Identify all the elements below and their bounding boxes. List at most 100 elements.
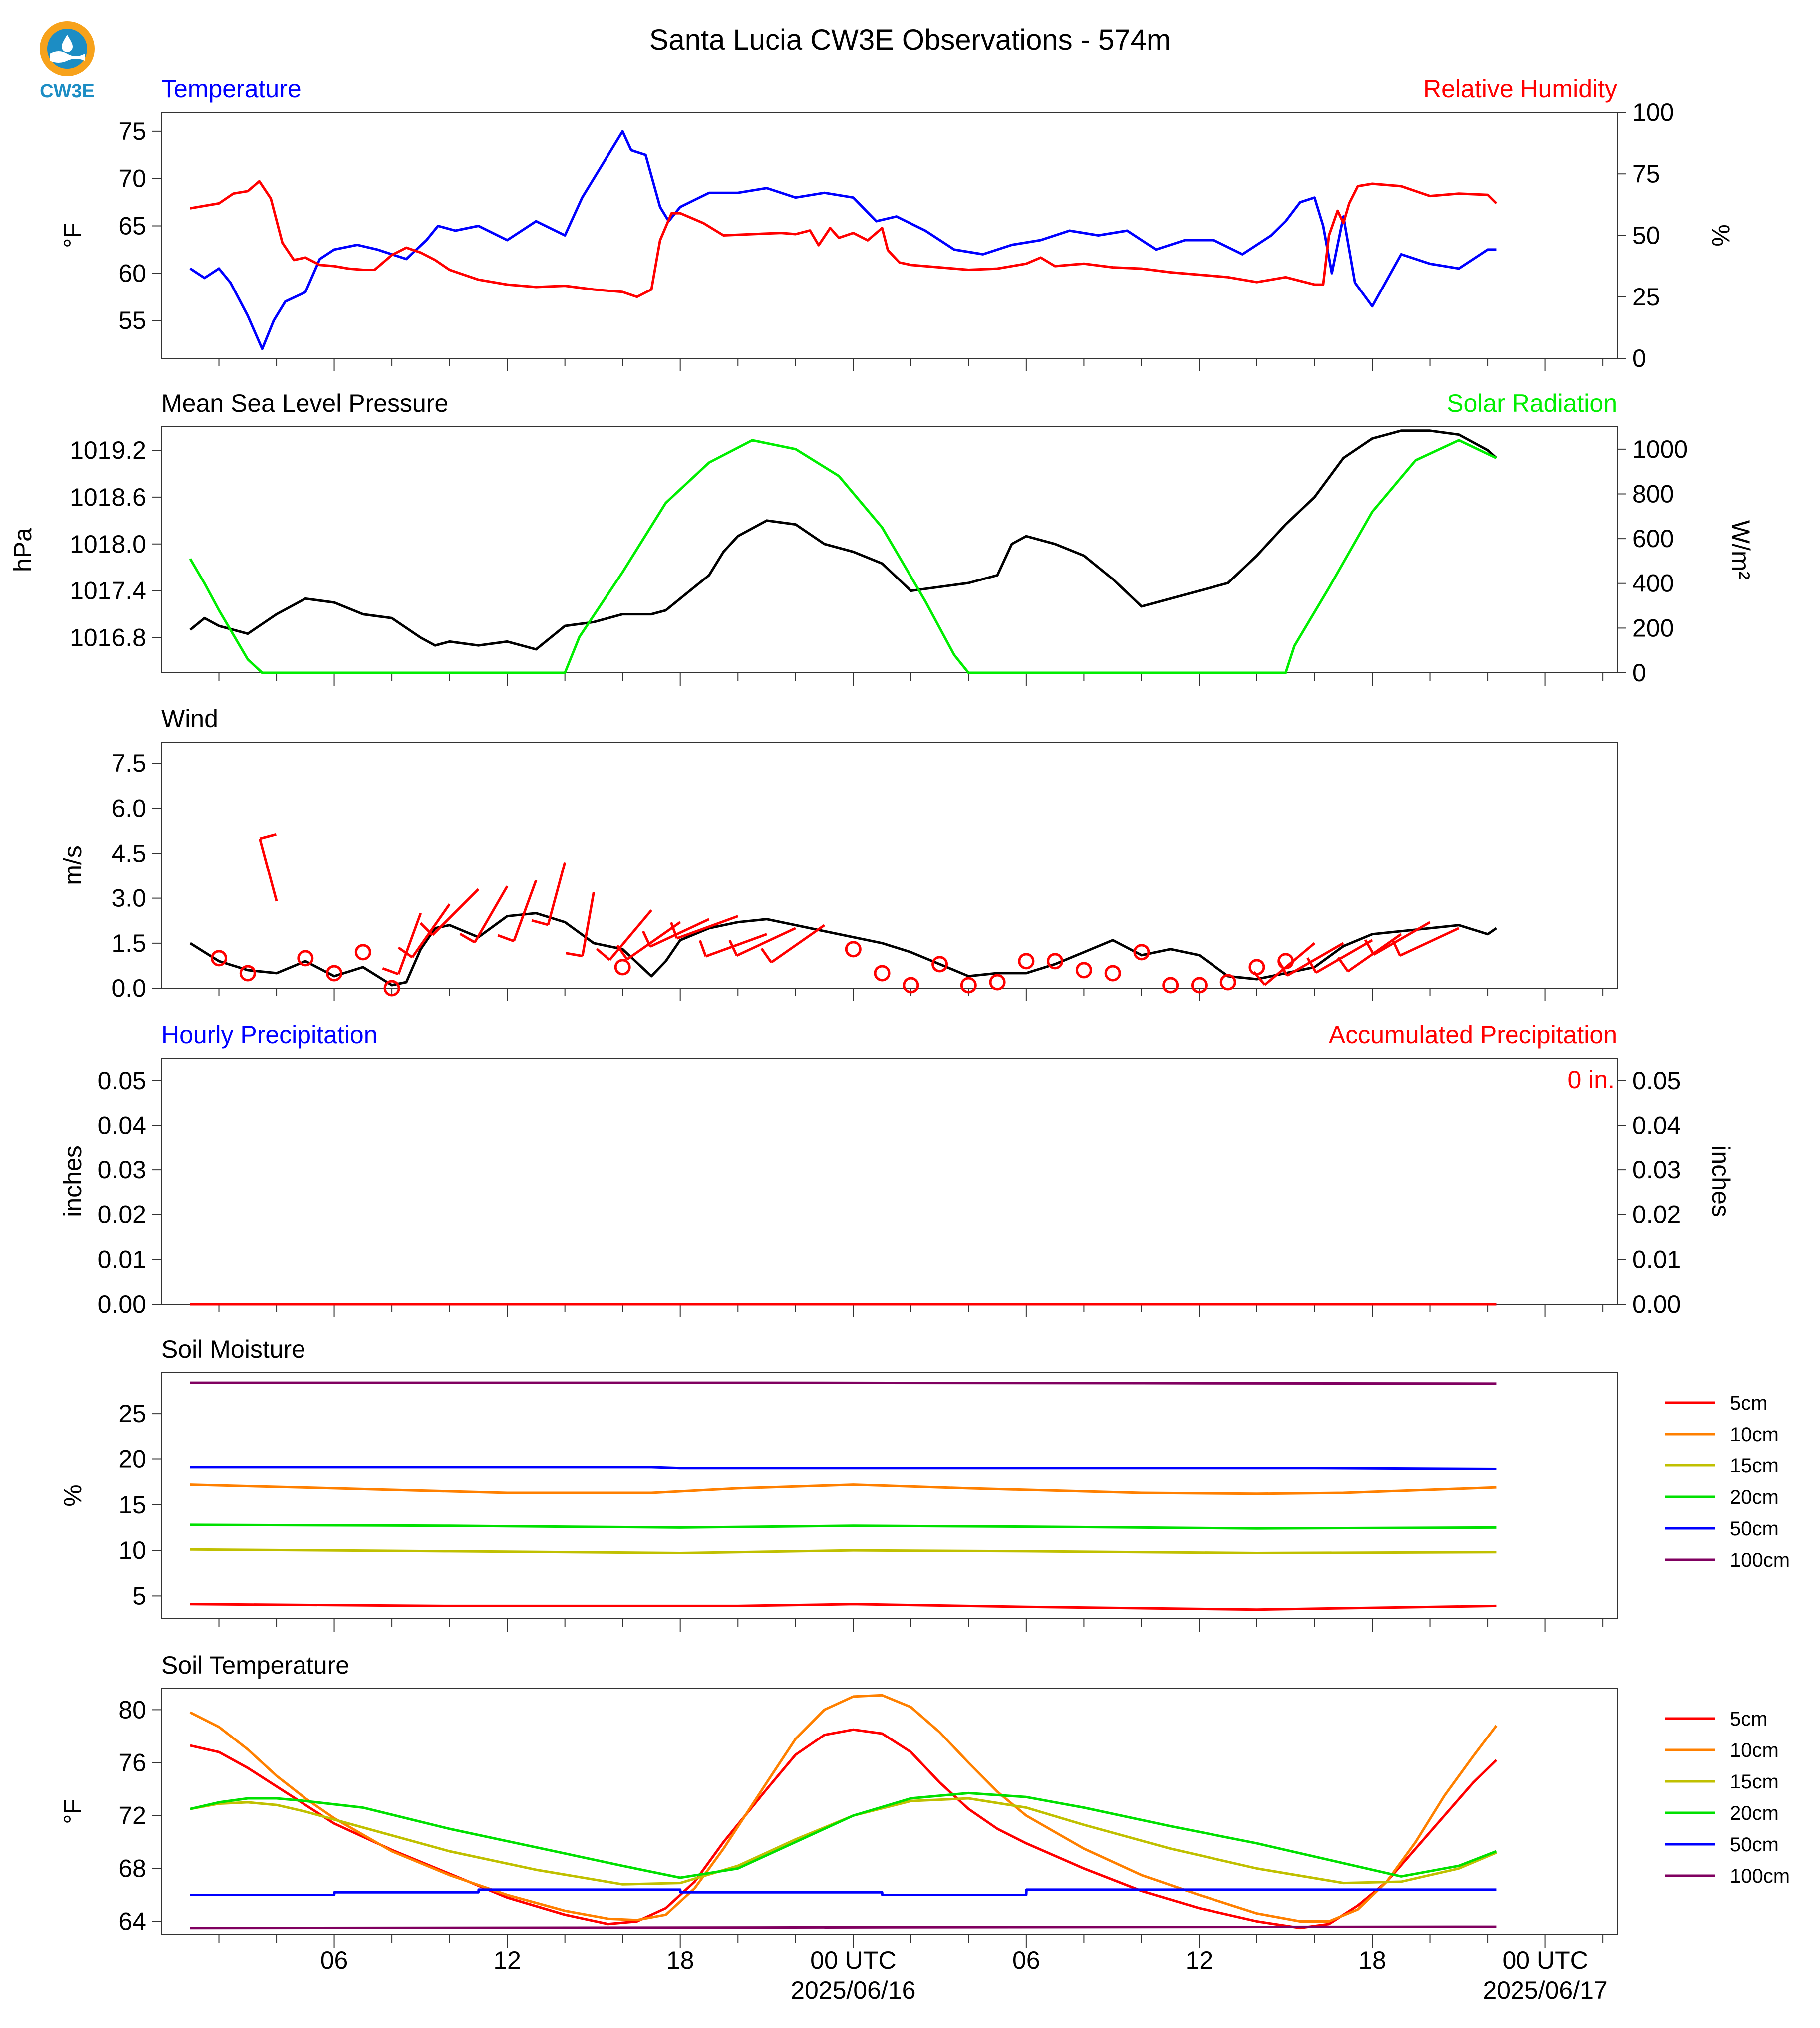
panel-soil-temperature: Soil Temperature 64 68 72 76 80 °F 5cm 10cm 15cm 2… xyxy=(59,1651,1790,1948)
y-tick-label: 75 xyxy=(118,117,146,145)
wind-barb-flag xyxy=(642,930,651,947)
y-axis-label: °F xyxy=(59,1799,87,1824)
y-tick-label: 70 xyxy=(118,165,146,193)
calm-wind-marker xyxy=(874,965,891,982)
wind-barb-flag xyxy=(698,940,707,957)
calm-wind-marker xyxy=(845,941,862,958)
y-tick-label: 76 xyxy=(118,1748,146,1776)
calm-wind-marker xyxy=(1133,944,1150,961)
y-tick-label: 25 xyxy=(118,1400,146,1428)
x-tick-label: 06 xyxy=(320,1946,348,1974)
y-tick-label-right: 0.03 xyxy=(1632,1156,1681,1184)
y-axis-label: inches xyxy=(59,1145,87,1217)
y-axis-label: hPa xyxy=(9,528,37,572)
calm-wind-marker xyxy=(1248,959,1265,976)
y-tick-label: 1017.4 xyxy=(70,577,146,605)
y-tick-label-right: 200 xyxy=(1632,614,1674,642)
y-axis-label: m/s xyxy=(59,845,87,885)
x-date-label: 2025/06/16 xyxy=(791,1976,915,2004)
wind-barb-staff xyxy=(608,909,652,961)
wind-barb-flag xyxy=(1277,960,1288,977)
calm-wind-marker xyxy=(383,980,400,997)
y-tick-label: 65 xyxy=(118,212,146,240)
y-tick-label-right: 0.00 xyxy=(1632,1290,1681,1318)
panel-precipitation: Hourly Precipitation Accumulated Precipit… xyxy=(59,1021,1735,1318)
series-line-10cm xyxy=(190,1483,1497,1495)
y-tick-label-right: 0.01 xyxy=(1632,1245,1681,1273)
calm-wind-marker xyxy=(960,977,977,994)
logo-wave xyxy=(50,51,85,63)
plot-frame xyxy=(161,112,1618,359)
y-axis-label: % xyxy=(59,1484,87,1506)
y-axis-label-right: inches xyxy=(1707,1145,1735,1217)
series-line-mean-sea-level-pressure xyxy=(189,429,1498,651)
wind-barb-staff xyxy=(473,885,509,943)
calm-wind-marker xyxy=(1162,977,1179,994)
wind-barb-flag xyxy=(531,919,549,926)
y-tick-label: 0.05 xyxy=(98,1067,146,1095)
wind-barbs xyxy=(211,833,1460,997)
wind-barb-staff xyxy=(705,933,767,958)
wind-barb-staff xyxy=(649,918,710,948)
series-line-solar-radiation xyxy=(189,439,1497,674)
y-tick-label: 0.03 xyxy=(98,1156,146,1184)
panel-wind: Wind 0.0 1.5 3.0 4.5 6.0 7.5 m/s xyxy=(59,705,1618,1002)
wind-barb-staff xyxy=(513,879,538,942)
wind-barb-staff xyxy=(431,888,480,936)
legend-label-10cm: 10cm xyxy=(1730,1739,1779,1761)
wind-barb-flag xyxy=(1306,957,1317,974)
y-tick-label: 1016.8 xyxy=(70,624,146,652)
panel-pressure-solar: Mean Sea Level Pressure Solar Radiation 10… xyxy=(9,389,1755,687)
panel-title-left: Hourly Precipitation xyxy=(161,1021,378,1049)
accumulated-precip-label: 0 in. xyxy=(1567,1066,1615,1094)
y-tick-label: 60 xyxy=(118,259,146,287)
plot-frame xyxy=(161,1688,1618,1935)
legend-label-15cm: 15cm xyxy=(1730,1771,1779,1793)
legend-label-20cm: 20cm xyxy=(1730,1802,1779,1824)
panel-title-left: Mean Sea Level Pressure xyxy=(161,389,448,417)
panel-title-left: Soil Temperature xyxy=(161,1651,349,1679)
series-line-temperature xyxy=(189,130,1497,350)
y-tick-label-right: 800 xyxy=(1632,480,1674,508)
panel-temperature-humidity: Temperature Relative Humidity 55 60 65 70 75 °F… xyxy=(59,75,1735,372)
x-tick-label: 18 xyxy=(666,1946,694,1974)
series-line-5cm xyxy=(190,1728,1498,1930)
wind-barb-staff xyxy=(411,903,451,958)
wind-barb-staff xyxy=(1286,942,1344,977)
wind-barb-staff xyxy=(626,921,681,961)
wind-barb-flag xyxy=(596,948,611,961)
calm-wind-marker xyxy=(1047,953,1064,970)
legend-label-100cm: 100cm xyxy=(1730,1865,1790,1887)
plot-frame xyxy=(161,742,1618,989)
wind-barb-flag xyxy=(1364,939,1375,955)
calm-wind-marker xyxy=(354,944,371,961)
y-axis-label-right: % xyxy=(1707,224,1735,246)
panel-title-left: Temperature xyxy=(161,75,302,103)
wind-barb-flag xyxy=(459,933,476,944)
x-tick-label: 00 UTC xyxy=(1502,1946,1588,1974)
y-tick-label: 15 xyxy=(118,1491,146,1519)
y-tick-label: 0.0 xyxy=(111,974,146,1002)
y-tick-label: 20 xyxy=(118,1445,146,1473)
y-tick-label-right: 0.02 xyxy=(1632,1201,1681,1229)
y-tick-label: 1018.6 xyxy=(70,483,146,511)
logo-drop-icon xyxy=(62,35,73,52)
wind-barb-flag xyxy=(1391,939,1401,956)
series-line-100cm xyxy=(190,1925,1497,1930)
y-tick-label-right: 600 xyxy=(1632,525,1674,553)
series-line-15cm xyxy=(190,1548,1497,1554)
wind-barb-staff xyxy=(1315,939,1373,974)
y-tick-label-right: 0.04 xyxy=(1632,1111,1681,1139)
wind-barb-flag xyxy=(670,922,678,939)
calm-wind-marker xyxy=(931,956,948,973)
series-line-50cm xyxy=(190,1888,1497,1896)
plot-frame xyxy=(161,1372,1618,1619)
panel-title-left: Soil Moisture xyxy=(161,1335,305,1363)
legend-label-15cm: 15cm xyxy=(1730,1455,1779,1477)
wind-barb-staff xyxy=(1264,942,1316,986)
calm-wind-marker xyxy=(1075,962,1092,979)
legend-label-50cm: 50cm xyxy=(1730,1518,1779,1540)
wind-barb-staff xyxy=(770,924,825,964)
wind-barb-flag xyxy=(728,939,738,956)
